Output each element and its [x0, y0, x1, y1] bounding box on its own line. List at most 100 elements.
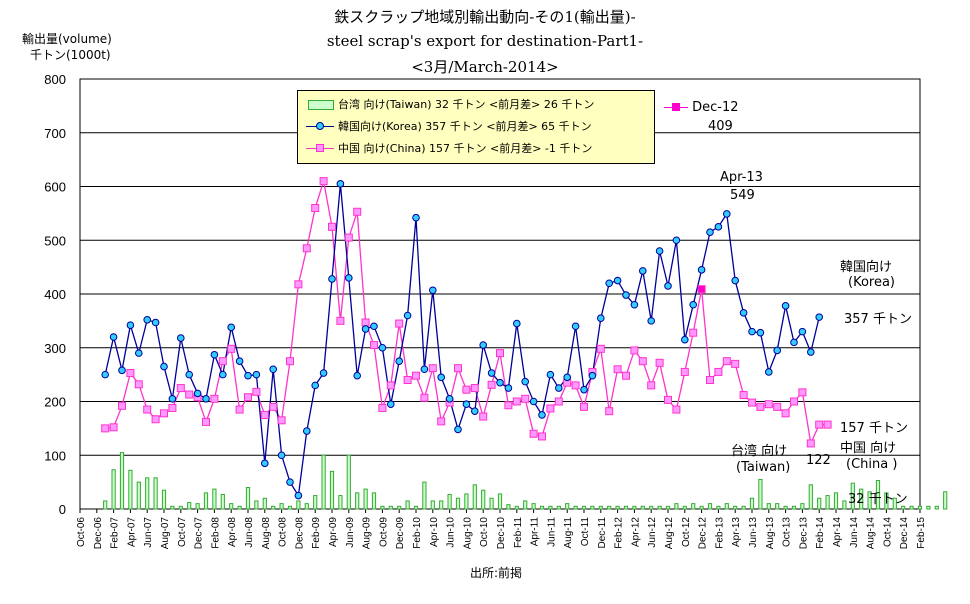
korea-point	[588, 371, 597, 380]
taiwan-bar	[371, 492, 377, 510]
y-tick-label: 0	[59, 502, 66, 517]
taiwan-bar	[665, 505, 671, 510]
x-tick-label: Jun-12	[647, 517, 658, 548]
y-tick-label: 600	[44, 180, 66, 195]
china-point	[496, 349, 504, 358]
china-point	[638, 357, 647, 366]
x-tick-label: Oct-14	[882, 517, 893, 547]
korea-point	[118, 366, 126, 375]
taiwan-bar	[539, 505, 545, 510]
korea-point	[202, 395, 210, 403]
taiwan-bar	[707, 503, 713, 510]
china-point	[269, 402, 278, 411]
taiwan-bar	[313, 495, 318, 510]
taiwan-bar	[523, 500, 528, 510]
taiwan-bar	[363, 488, 368, 510]
china-point	[294, 280, 303, 289]
taiwan-bar	[632, 505, 637, 510]
taiwan-bar	[271, 505, 276, 510]
china-point	[781, 409, 790, 418]
china-point	[546, 404, 555, 413]
y-tick-label: 100	[44, 448, 66, 463]
china-point	[353, 207, 362, 216]
x-tick-label: Apr-14	[832, 517, 843, 547]
y-tick-label: 200	[44, 395, 66, 410]
x-tick-label: Aug-09	[362, 517, 373, 550]
x-tick-label: Feb-14	[815, 517, 826, 549]
korea-point	[597, 314, 605, 322]
taiwan-bar	[103, 500, 108, 510]
taiwan-bar	[455, 497, 461, 510]
china-point	[554, 397, 563, 406]
x-tick-label: Feb-12	[614, 517, 625, 549]
taiwan-bar	[203, 492, 209, 510]
taiwan-bar	[481, 489, 486, 510]
china-point	[101, 424, 110, 433]
korea-point	[748, 327, 756, 336]
taiwan-bar	[766, 503, 771, 510]
korea-point	[807, 348, 815, 356]
taiwan-name-en: (Taiwan)	[736, 460, 791, 475]
taiwan-bar	[800, 503, 805, 510]
korea-line	[104, 183, 820, 498]
taiwan-bar	[749, 497, 755, 510]
china-point	[664, 395, 672, 404]
china-point	[613, 365, 622, 374]
x-tick-label: Apr-07	[126, 517, 137, 547]
korea-point	[353, 371, 362, 380]
taiwan-bar	[380, 505, 385, 510]
legend: 台湾 向け(Taiwan) 32 千トン <前月差> 26 千トン 韓国向け(K…	[297, 90, 655, 164]
taiwan-bar	[128, 469, 133, 510]
x-tick-label: Oct-08	[278, 517, 289, 547]
taiwan-bar	[699, 505, 704, 510]
korea-point	[689, 300, 698, 309]
korea-name: 韓国向け	[840, 260, 893, 275]
taiwan-bar	[825, 495, 830, 510]
china-point	[235, 405, 244, 414]
china-point	[454, 364, 462, 373]
taiwan-last-value: 32 千トン	[848, 492, 908, 507]
korea-point	[756, 328, 765, 337]
korea-point	[538, 411, 546, 419]
x-tick-label: Aug-08	[261, 517, 272, 550]
china-point	[605, 407, 614, 416]
korea-point	[361, 325, 370, 333]
apr13-label: Apr-13	[720, 170, 763, 185]
china-point	[622, 371, 630, 380]
korea-point	[336, 180, 345, 188]
korea-point	[605, 279, 614, 288]
taiwan-bar	[220, 493, 225, 510]
china-point	[286, 357, 294, 366]
korea-point	[580, 385, 588, 394]
china-point	[386, 381, 395, 390]
china-point	[202, 417, 210, 426]
china-point	[168, 403, 177, 412]
taiwan-bar	[119, 452, 125, 510]
korea-point	[101, 370, 109, 379]
taiwan-bar	[262, 497, 267, 510]
taiwan-bar	[506, 504, 511, 510]
taiwan-bar	[674, 503, 679, 510]
china-point	[739, 391, 748, 400]
korea-point	[571, 322, 580, 331]
china-point	[756, 402, 765, 411]
china-point	[462, 385, 471, 394]
china-point	[479, 412, 488, 421]
taiwan-bar	[565, 503, 570, 510]
korea-point	[109, 333, 118, 341]
china-point	[151, 415, 160, 424]
korea-name-en: (Korea)	[848, 275, 895, 290]
korea-point	[210, 350, 219, 359]
y-axis-ticks: 0 100 200 300 400 500 600 700 800	[44, 72, 66, 517]
taiwan-bar	[590, 505, 595, 510]
korea-point	[143, 316, 151, 324]
taiwan-bar	[682, 505, 687, 510]
taiwan-bar	[691, 503, 696, 510]
korea-point	[235, 357, 244, 365]
legend-label-taiwan: 台湾 向け(Taiwan) 32 千トン <前月差> 26 千トン	[338, 98, 595, 111]
taiwan-bar	[178, 505, 183, 510]
korea-point	[563, 373, 572, 382]
x-tick-label: Feb-07	[110, 517, 121, 549]
china-point	[748, 398, 756, 407]
